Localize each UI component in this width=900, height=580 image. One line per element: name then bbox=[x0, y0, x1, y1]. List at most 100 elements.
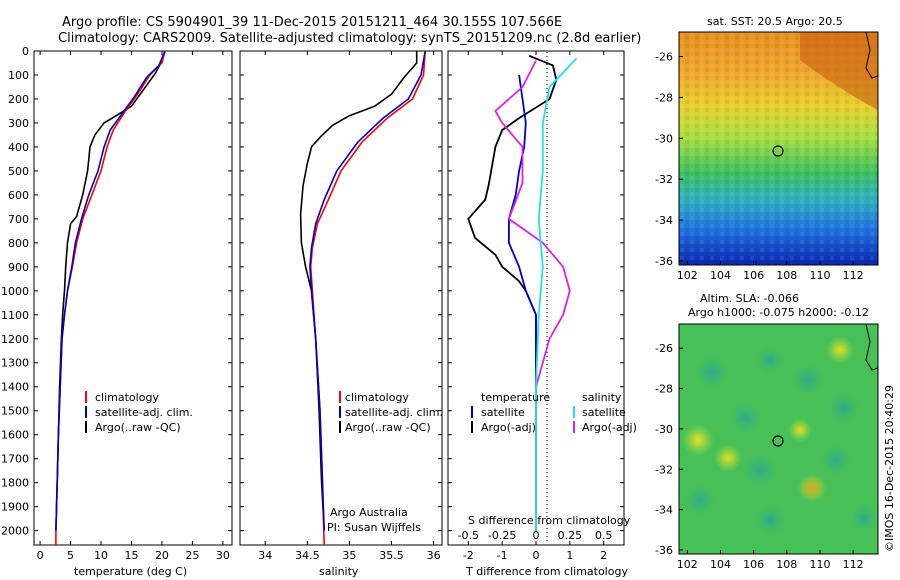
sla-low bbox=[692, 352, 732, 392]
x-tick-label: 30 bbox=[216, 549, 230, 562]
map-x-tick-label: 108 bbox=[776, 269, 797, 282]
map-y-tick-label: -30 bbox=[655, 132, 673, 145]
x-tick-label: 15 bbox=[124, 549, 138, 562]
sst-map-frame bbox=[678, 31, 879, 266]
map-x-tick-label: 110 bbox=[809, 558, 830, 571]
sla-coastline bbox=[865, 324, 878, 371]
sla-low bbox=[826, 390, 862, 426]
map-y-tick-label: -34 bbox=[655, 214, 673, 227]
top-tick-label: -0.25 bbox=[488, 529, 516, 542]
x-tick-label: -1 bbox=[497, 549, 508, 562]
series-satellite-adj-clim- bbox=[55, 50, 166, 531]
depth-tick-label: 600 bbox=[8, 189, 29, 202]
sla-high bbox=[788, 418, 812, 442]
temperature-legend: climatology satellite-adj. clim. Argo(..… bbox=[85, 391, 193, 434]
legend-label-climatology: climatology bbox=[345, 391, 409, 404]
sla-argo-marker bbox=[772, 435, 784, 447]
map-x-tick-label: 102 bbox=[677, 269, 698, 282]
legend-label-sal-satellite: satellite bbox=[582, 406, 626, 419]
map-y-tick-label: -34 bbox=[655, 504, 673, 517]
salinity-lines bbox=[299, 50, 426, 546]
x-tick-label: 1 bbox=[566, 549, 573, 562]
depth-tick-label: 500 bbox=[8, 165, 29, 178]
header-line-2: Climatology: CARS2009. Satellite-adjuste… bbox=[58, 31, 641, 46]
series-satellite-salinity- bbox=[535, 57, 578, 531]
x-tick-label: 0 bbox=[533, 549, 540, 562]
map-x-tick-label: 106 bbox=[743, 269, 764, 282]
temperature-lines bbox=[55, 50, 166, 545]
depth-tick-label: 100 bbox=[8, 69, 29, 82]
depth-tick-label: 1300 bbox=[1, 357, 29, 370]
temperature-xlabel: temperature (deg C) bbox=[74, 565, 187, 578]
sst-warm-corner bbox=[800, 32, 878, 110]
sla-map-title-2: Argo h1000: -0.075 h2000: -0.12 bbox=[688, 306, 869, 319]
map-x-tick-label: 108 bbox=[776, 558, 797, 571]
salinity-xlabel: salinity bbox=[319, 565, 359, 578]
depth-axis: 0 100 200 300 400 500 600 700 800 900 1000 1100 1200… bbox=[1, 45, 624, 538]
sla-low bbox=[848, 502, 878, 534]
footer-timestamp: ©IMOS 16-Dec-2015 20:40:29 bbox=[883, 385, 896, 552]
legend-label-temp-argo: Argo(-adj) bbox=[481, 421, 536, 434]
header-line-1: Argo profile: CS 5904901_39 11-Dec-2015 … bbox=[62, 15, 562, 30]
sla-x-axis: 102 104 106 108 110 112 bbox=[677, 550, 864, 571]
difference-lines bbox=[467, 54, 578, 531]
sla-low bbox=[727, 400, 763, 436]
top-tick-label: 0.25 bbox=[558, 529, 583, 542]
depth-tick-label: 700 bbox=[8, 213, 29, 226]
salinity-legend: climatology satellite-adj. clim. Argo(..… bbox=[339, 391, 443, 434]
legend-label-satellite: satellite-adj. clim. bbox=[95, 406, 193, 419]
salinity-note-1: Argo Australia bbox=[330, 506, 408, 519]
map-x-tick-label: 104 bbox=[710, 269, 731, 282]
sst-map bbox=[679, 32, 878, 265]
sla-low bbox=[752, 502, 788, 538]
x-tick-label: 35.5 bbox=[379, 549, 404, 562]
map-y-tick-label: -30 bbox=[655, 423, 673, 436]
map-y-tick-label: -36 bbox=[655, 255, 673, 268]
salinity-note-2: PI: Susan Wijffels bbox=[327, 521, 421, 534]
map-y-tick-label: -26 bbox=[655, 342, 673, 355]
legend-label-climatology: climatology bbox=[95, 391, 159, 404]
map-x-tick-label: 104 bbox=[710, 558, 731, 571]
depth-tick-label: 1700 bbox=[1, 453, 29, 466]
map-x-tick-label: 110 bbox=[809, 269, 830, 282]
map-x-tick-label: 102 bbox=[677, 558, 698, 571]
depth-tick-label: 900 bbox=[8, 261, 29, 274]
depth-tick-label: 2000 bbox=[1, 525, 29, 538]
sla-high bbox=[714, 444, 742, 472]
difference-legend: temperature salinity satellite Argo(-adj… bbox=[471, 391, 637, 434]
legend-label-sal-argo: Argo(-adj) bbox=[582, 421, 637, 434]
depth-tick-label: 1900 bbox=[1, 501, 29, 514]
depth-tick-label: 1100 bbox=[1, 309, 29, 322]
sla-low bbox=[790, 362, 826, 398]
sla-low bbox=[818, 442, 854, 478]
sla-y-axis: -26 -28 -30 -32 -34 -36 bbox=[655, 342, 683, 557]
legend-label-argo: Argo(..raw -QC) bbox=[345, 421, 431, 434]
x-tick-label: 25 bbox=[185, 549, 199, 562]
map-y-tick-label: -28 bbox=[655, 91, 673, 104]
sla-high bbox=[682, 424, 714, 456]
x-tick-label: 5 bbox=[67, 549, 74, 562]
x-tick-label: 34 bbox=[258, 549, 272, 562]
sst-x-axis: 102 104 106 108 110 112 bbox=[677, 261, 864, 282]
x-tick-label: 36 bbox=[427, 549, 441, 562]
difference-bottom-xlabel: T difference from climatology bbox=[465, 565, 628, 578]
temperature-x-axis: 0 5 10 15 20 25 30 bbox=[37, 51, 230, 562]
map-y-tick-label: -28 bbox=[655, 383, 673, 396]
depth-tick-label: 1600 bbox=[1, 429, 29, 442]
depth-tick-label: 300 bbox=[8, 117, 29, 130]
legend-title-salinity: salinity bbox=[582, 391, 622, 404]
depth-tick-label: 800 bbox=[8, 237, 29, 250]
legend-label-temp-satellite: satellite bbox=[481, 406, 525, 419]
sst-argo-marker bbox=[772, 145, 784, 157]
difference-top-xlabel: S difference from climatology bbox=[468, 514, 631, 527]
x-tick-label: 10 bbox=[94, 549, 108, 562]
depth-tick-label: 1200 bbox=[1, 333, 29, 346]
map-y-tick-label: -32 bbox=[655, 173, 673, 186]
map-y-tick-label: -32 bbox=[655, 463, 673, 476]
sst-map-title: sat. SST: 20.5 Argo: 20.5 bbox=[707, 15, 843, 28]
x-tick-label: 2 bbox=[600, 549, 607, 562]
x-tick-label: 0 bbox=[37, 549, 44, 562]
sla-high bbox=[798, 474, 826, 502]
depth-tick-label: 1500 bbox=[1, 405, 29, 418]
